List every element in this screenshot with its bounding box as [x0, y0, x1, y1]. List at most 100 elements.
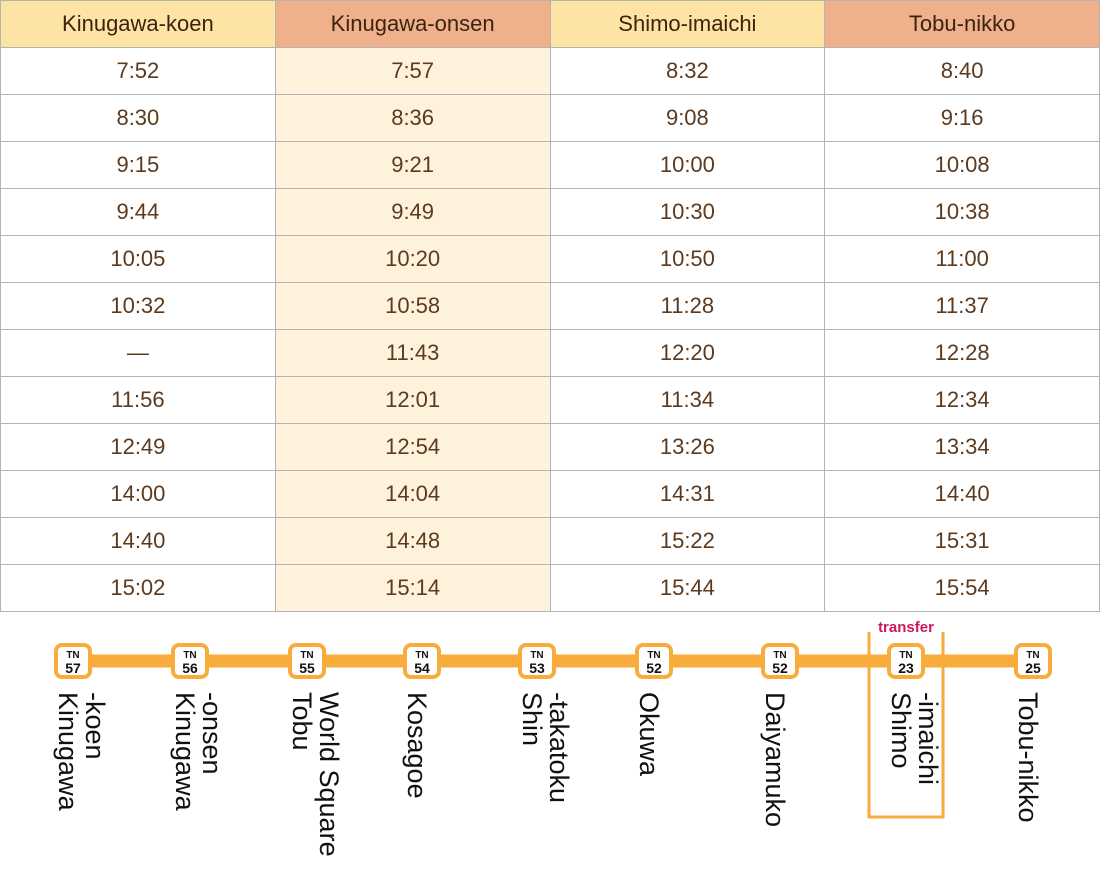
time-cell: 14:40 [824, 470, 1100, 518]
transfer-frame [867, 632, 945, 819]
station-name-line: -onsen [197, 692, 227, 775]
table-row: 12:49 12:54 13:26 13:34 [0, 423, 1100, 471]
time-cell: 13:26 [549, 423, 826, 471]
time-cell: 15:14 [274, 564, 551, 612]
table-row: 7:52 7:57 8:32 8:40 [0, 47, 1100, 95]
time-cell: 12:49 [0, 423, 276, 471]
time-cell: 11:43 [274, 329, 551, 377]
time-cell: 10:00 [549, 141, 826, 189]
time-cell: 7:52 [0, 47, 276, 95]
station-number: 52 [646, 660, 662, 676]
time-cell: 12:34 [824, 376, 1100, 424]
station-badge [518, 643, 556, 679]
station-code: TN [1026, 650, 1039, 661]
station-code: TN [66, 650, 79, 661]
time-cell: 15:44 [549, 564, 826, 612]
time-cell: 10:30 [549, 188, 826, 236]
time-cell: 14:48 [274, 517, 551, 565]
station-number: 53 [529, 660, 545, 676]
station-name-line: Kinugawa [170, 692, 200, 812]
station-number: 25 [1025, 660, 1041, 676]
time-cell: 9:49 [274, 188, 551, 236]
time-cell: 13:34 [824, 423, 1100, 471]
station-badge [403, 643, 441, 679]
time-cell: 10:38 [824, 188, 1100, 236]
time-cell: 12:54 [274, 423, 551, 471]
column-header-kinugawa-onsen: Kinugawa-onsen [274, 0, 551, 48]
station-name: Shin-takatoku [517, 692, 574, 803]
timetable-body: 7:52 7:57 8:32 8:40 8:30 8:36 9:08 9:16 9:15 9:21… [0, 47, 1100, 612]
table-row: 9:15 9:21 10:00 10:08 [0, 141, 1100, 189]
station-name-line: Daiyamuko [760, 692, 790, 827]
table-row: 10:32 10:58 11:28 11:37 [0, 282, 1100, 330]
station-name: Tobu-nikko [1013, 692, 1043, 823]
time-cell: 15:31 [824, 517, 1100, 565]
station-name-line: World Square [314, 692, 344, 857]
station-number: 23 [898, 660, 914, 676]
station-number: 56 [182, 660, 198, 676]
transfer-label: transfer [878, 619, 934, 636]
time-cell: 8:36 [274, 94, 551, 142]
time-cell: 14:40 [0, 517, 276, 565]
time-cell: 11:28 [549, 282, 826, 330]
column-header-kinugawa-koen: Kinugawa-koen [0, 0, 276, 48]
time-cell: 8:30 [0, 94, 276, 142]
station-name: Kinugawa-onsen [170, 692, 227, 812]
time-cell: 15:54 [824, 564, 1100, 612]
station-name-line: Okuwa [634, 692, 664, 777]
station-badge [887, 643, 925, 679]
time-cell: 14:00 [0, 470, 276, 518]
time-cell: 12:01 [274, 376, 551, 424]
station-name: Kinugawa-koen [53, 692, 110, 812]
station-name: Shimo-imaichi [886, 692, 943, 785]
station-code: TN [899, 650, 912, 661]
time-cell: — [0, 329, 276, 377]
time-cell: 7:57 [274, 47, 551, 95]
time-cell: 10:08 [824, 141, 1100, 189]
time-cell: 14:31 [549, 470, 826, 518]
time-cell: 15:22 [549, 517, 826, 565]
station-badge [171, 643, 209, 679]
station-number: 52 [772, 660, 788, 676]
time-cell: 9:21 [274, 141, 551, 189]
time-cell: 12:20 [549, 329, 826, 377]
station-number: 54 [414, 660, 430, 676]
table-row: 14:00 14:04 14:31 14:40 [0, 470, 1100, 518]
table-row: 11:56 12:01 11:34 12:34 [0, 376, 1100, 424]
column-header-shimo-imaichi: Shimo-imaichi [549, 0, 826, 48]
station-code: TN [415, 650, 428, 661]
station-name-line: Tobu [287, 692, 317, 751]
station-name-line: Kosagoe [402, 692, 432, 799]
time-cell: 15:02 [0, 564, 276, 612]
station-name-line: -takatoku [544, 692, 574, 803]
station-name-line: -koen [80, 692, 110, 760]
station-name-line: Shin [517, 692, 547, 746]
table-row: —11:43 12:20 12:28 [0, 329, 1100, 377]
station-number: 57 [65, 660, 81, 676]
time-cell: 11:00 [824, 235, 1100, 283]
station-name-line: -imaichi [913, 692, 943, 785]
time-cell: 8:32 [549, 47, 826, 95]
table-row: 9:44 9:49 10:30 10:38 [0, 188, 1100, 236]
station-name-line: Tobu-nikko [1013, 692, 1043, 823]
route-diagram: TN57Kinugawa-koenTN56Kinugawa-onsenTN55T… [53, 619, 1052, 857]
station-name-line: Kinugawa [53, 692, 83, 812]
station-code: TN [647, 650, 660, 661]
station-code: TN [773, 650, 786, 661]
time-cell: 12:28 [824, 329, 1100, 377]
station-name: Okuwa [634, 692, 664, 777]
column-header-tobu-nikko: Tobu-nikko [824, 0, 1100, 48]
table-row: 14:40 14:48 15:22 15:31 [0, 517, 1100, 565]
time-cell: 11:37 [824, 282, 1100, 330]
timetable-header-row: Kinugawa-koen Kinugawa-onsen Shimo-imaic… [0, 0, 1100, 48]
station-number: 55 [299, 660, 315, 676]
station-name: Daiyamuko [760, 692, 790, 827]
station-name-line: Shimo [886, 692, 916, 769]
station-name: Kosagoe [402, 692, 432, 799]
time-cell: 10:20 [274, 235, 551, 283]
time-cell: 9:16 [824, 94, 1100, 142]
time-cell: 10:58 [274, 282, 551, 330]
time-cell: 9:08 [549, 94, 826, 142]
station-badge [288, 643, 326, 679]
